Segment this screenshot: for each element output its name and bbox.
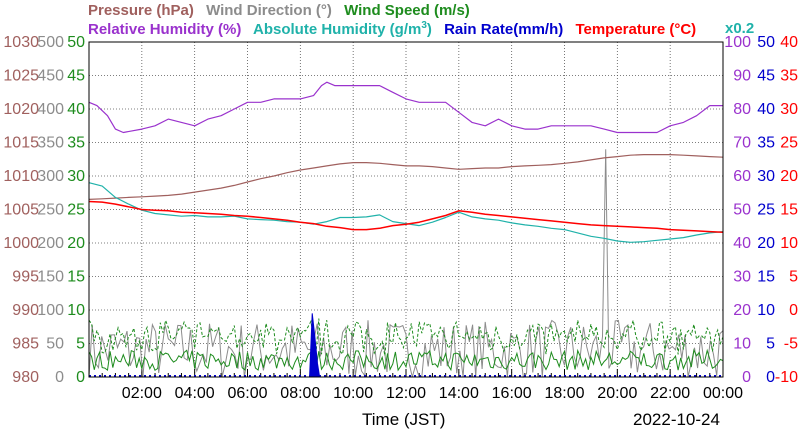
right-axis-tick-label: -10 bbox=[775, 369, 798, 386]
header-line-1: Pressure (hPa) Wind Direction (°) Wind S… bbox=[88, 3, 478, 18]
right-axis-tick-label: 60 bbox=[733, 168, 751, 185]
left-axis-tick-label: 5 bbox=[76, 336, 85, 353]
right-axis-tick-label: 5 bbox=[766, 336, 775, 353]
left-axis-tick-label: 400 bbox=[37, 101, 64, 118]
x-axis-label: Time (JST) bbox=[362, 410, 446, 429]
left-axis-tick-label: 30 bbox=[67, 168, 85, 185]
header-line-2: Relative Humidity (%) Absolute Humidity … bbox=[88, 20, 704, 38]
left-axis-tick-label: 15 bbox=[67, 269, 85, 286]
series-wind-speed-max bbox=[88, 318, 724, 356]
right-axis-tick-label: 30 bbox=[757, 168, 775, 185]
legend-wind-speed: Wind Speed (m/s) bbox=[344, 2, 470, 19]
series-pressure-hpa bbox=[88, 154, 724, 200]
right-axis-tick-label: 20 bbox=[780, 168, 798, 185]
right-axis-tick-label: 0 bbox=[789, 302, 798, 319]
left-axis-tick-label: 1020 bbox=[3, 101, 39, 118]
series-wind-direction bbox=[88, 149, 724, 379]
right-axis-tick-label: 40 bbox=[780, 34, 798, 51]
x-tick-label: 20:00 bbox=[597, 385, 637, 402]
left-axis-tick-label: 350 bbox=[37, 135, 64, 152]
right-axis-tick-label: 10 bbox=[757, 302, 775, 319]
plot-frame-border bbox=[88, 41, 724, 378]
right-axis-tick-label: 100 bbox=[724, 34, 751, 51]
right-axis-tick-label: 25 bbox=[757, 202, 775, 219]
right-axis-tick-label: 90 bbox=[733, 68, 751, 85]
left-axis-tick-label: 25 bbox=[67, 202, 85, 219]
x-tick-label: 12:00 bbox=[386, 385, 426, 402]
right-axis-tick-label: 15 bbox=[780, 202, 798, 219]
left-axis-tick-label: 200 bbox=[37, 235, 64, 252]
right-axis-tick-label: 80 bbox=[733, 101, 751, 118]
left-axis-tick-label: 50 bbox=[67, 34, 85, 51]
x-tick-label: 18:00 bbox=[544, 385, 584, 402]
left-axis-tick-label: 0 bbox=[76, 369, 85, 386]
legend-pressure: Pressure (hPa) bbox=[88, 2, 194, 19]
right-axis-tick-label: 10 bbox=[733, 336, 751, 353]
left-axis-tick-label: 0 bbox=[55, 369, 64, 386]
x-tick-label: 16:00 bbox=[492, 385, 532, 402]
right-axis-tick-label: 5 bbox=[789, 269, 798, 286]
legend-absolute-humidity: Absolute Humidity (g/m3) bbox=[253, 20, 432, 38]
left-axis-tick-label: 1005 bbox=[3, 202, 39, 219]
legend-wind-direction: Wind Direction (°) bbox=[206, 2, 332, 19]
right-axis-tick-label: 25 bbox=[780, 135, 798, 152]
left-axis-tick-label: 1010 bbox=[3, 168, 39, 185]
left-axis-tick-label: 35 bbox=[67, 135, 85, 152]
right-axis-tick-label: 10 bbox=[780, 235, 798, 252]
x-tick-label: 04:00 bbox=[175, 385, 215, 402]
scale-note: x0.2 bbox=[725, 20, 755, 37]
left-axis-tick-label: 1015 bbox=[3, 135, 39, 152]
series-wind-speed bbox=[88, 348, 724, 372]
right-axis-tick-label: 30 bbox=[733, 269, 751, 286]
date-label: 2022-10-24 bbox=[633, 410, 720, 429]
right-axis-tick-label: 20 bbox=[733, 302, 751, 319]
left-axis-tick-label: 10 bbox=[67, 302, 85, 319]
series-temperature-c bbox=[88, 200, 724, 234]
right-axis-tick-label: 15 bbox=[757, 269, 775, 286]
legend-rain-rate: Rain Rate(mm/h) bbox=[444, 21, 564, 38]
right-axis-tick-label: 0 bbox=[742, 369, 751, 386]
right-axis-tick-label: 30 bbox=[780, 101, 798, 118]
series-relative-humidity bbox=[88, 81, 723, 134]
right-axis-tick-label: 45 bbox=[757, 68, 775, 85]
right-axis-tick-label: 40 bbox=[733, 235, 751, 252]
x-tick-label: 14:00 bbox=[439, 385, 479, 402]
left-axis-tick-label: 990 bbox=[12, 302, 39, 319]
left-axis-tick-label: 150 bbox=[37, 269, 64, 286]
legend-relative-humidity: Relative Humidity (%) bbox=[88, 21, 242, 38]
right-axis-tick-label: 40 bbox=[757, 101, 775, 118]
left-axis-tick-label: 40 bbox=[67, 101, 85, 118]
left-axis-tick-label: 1025 bbox=[3, 68, 39, 85]
left-axis-tick-label: 995 bbox=[12, 269, 39, 286]
x-tick-label: 10:00 bbox=[333, 385, 373, 402]
right-axis-tick-label: 0 bbox=[766, 369, 775, 386]
right-axis-tick-label: 50 bbox=[757, 34, 775, 51]
x-tick-label: 22:00 bbox=[650, 385, 690, 402]
right-axis-tick-label: 70 bbox=[733, 135, 751, 152]
left-axis-tick-label: 250 bbox=[37, 202, 64, 219]
left-axis-tick-label: 45 bbox=[67, 68, 85, 85]
left-axis-tick-label: 980 bbox=[12, 369, 39, 386]
right-axis-tick-label: 20 bbox=[757, 235, 775, 252]
left-axis-tick-label: 1030 bbox=[3, 34, 39, 51]
left-axis-tick-label: 450 bbox=[37, 68, 64, 85]
left-axis-tick-label: 300 bbox=[37, 168, 64, 185]
right-axis-tick-label: -5 bbox=[784, 336, 798, 353]
left-axis-tick-label: 500 bbox=[37, 34, 64, 51]
right-axis-tick-label: 50 bbox=[733, 202, 751, 219]
left-axis-tick-label: 50 bbox=[46, 336, 64, 353]
x-tick-label: 06:00 bbox=[227, 385, 267, 402]
x-tick-label: 08:00 bbox=[280, 385, 320, 402]
legend-temperature: Temperature (°C) bbox=[575, 21, 697, 38]
left-axis-tick-label: 20 bbox=[67, 235, 85, 252]
x-tick-label: 02:00 bbox=[122, 385, 162, 402]
right-axis-tick-label: 35 bbox=[780, 68, 798, 85]
left-axis-tick-label: 100 bbox=[37, 302, 64, 319]
left-axis-tick-label: 1000 bbox=[3, 235, 39, 252]
left-axis-tick-label: 985 bbox=[12, 336, 39, 353]
right-axis-tick-label: 35 bbox=[757, 135, 775, 152]
x-tick-label: 00:00 bbox=[703, 385, 743, 402]
